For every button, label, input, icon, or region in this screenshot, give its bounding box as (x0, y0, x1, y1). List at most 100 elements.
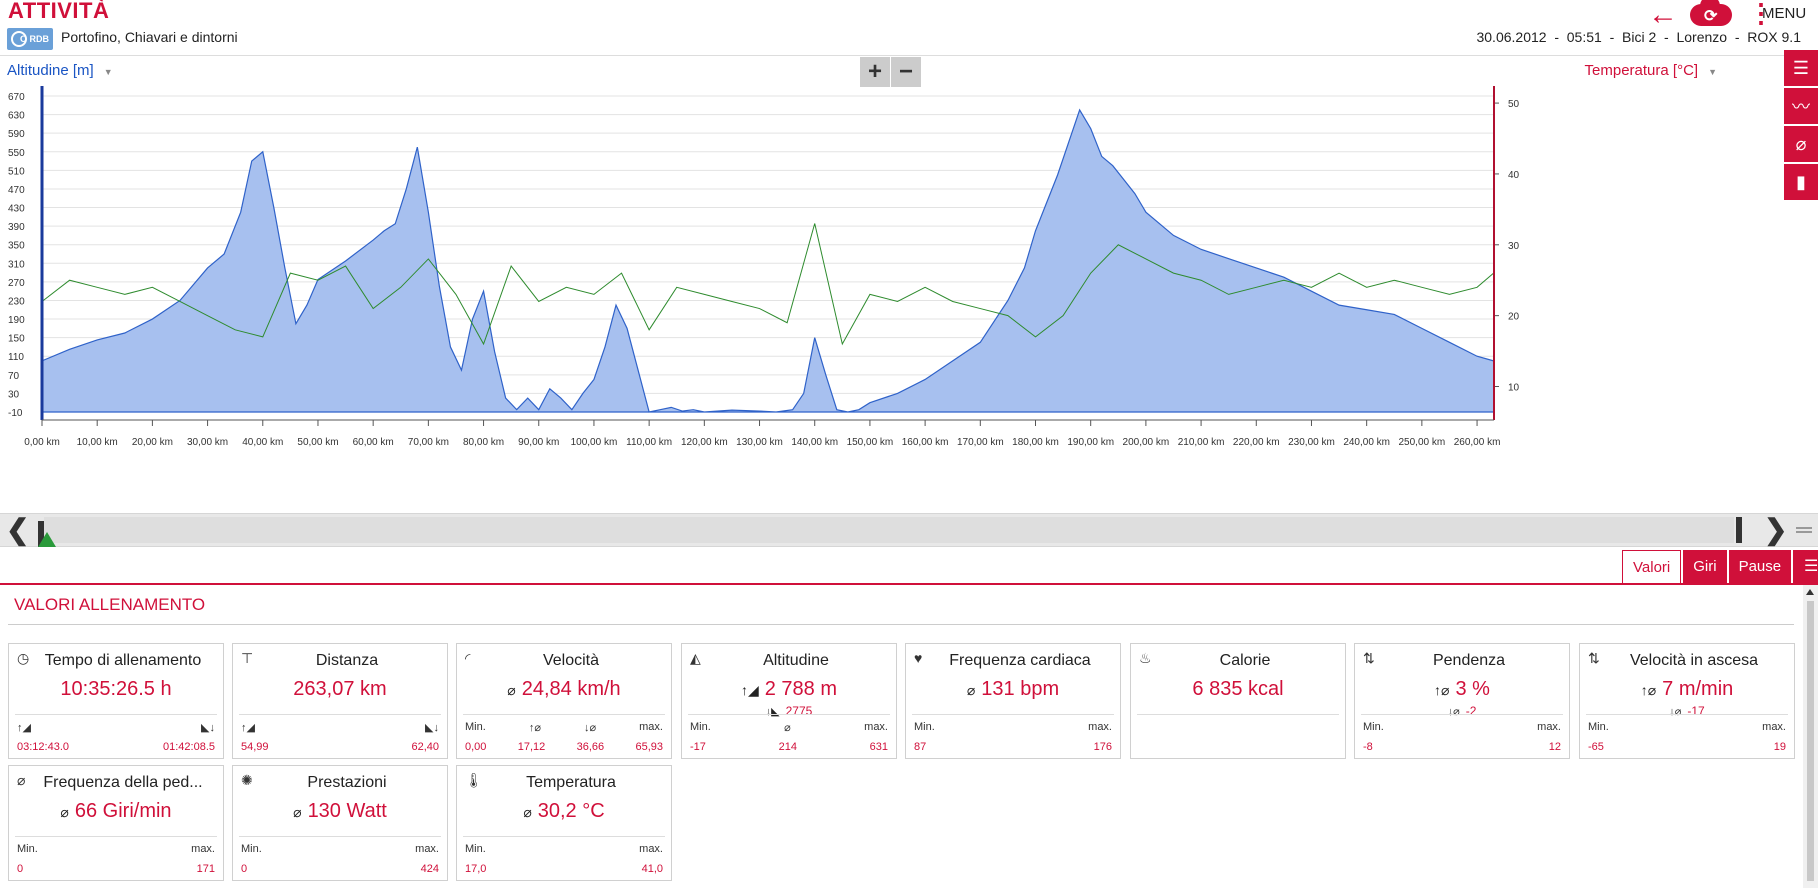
stat-label: max. (191, 843, 215, 855)
stat-label: max. (1537, 721, 1561, 733)
tabs-divider (0, 583, 1818, 585)
zoom-in-button[interactable]: + (860, 57, 890, 87)
stat-label: ↑◢ (241, 722, 255, 734)
stat-detail-value: 12 (1548, 741, 1561, 753)
chevron-down-icon: ▼ (103, 67, 113, 77)
chevron-down-icon: ▼ (1708, 67, 1717, 77)
stat-secondary: ↓⌀ -17 (1580, 704, 1794, 718)
stat-label: Min. (17, 843, 38, 855)
y-left-tick-label: 390 (8, 222, 25, 233)
line-chart-icon[interactable]: 〰 (1784, 88, 1818, 124)
page-title: ATTIVITÀ (8, 0, 110, 23)
stat-label: ⌀ (784, 722, 791, 734)
left-axis-label: Altitudine [m] (7, 62, 94, 79)
zoom-out-button[interactable]: − (891, 57, 921, 87)
bar-chart-icon[interactable]: ▮ (1784, 164, 1818, 200)
stat-symbol: ↑◢ (740, 682, 759, 698)
list-icon[interactable]: ☰ (1793, 550, 1818, 584)
section-title: VALORI ALLENAMENTO (14, 595, 206, 614)
stat-label: ↑⌀ (528, 722, 541, 734)
x-tick-label: 80,00 km (463, 437, 504, 448)
y-left-tick-label: 110 (8, 352, 24, 363)
x-tick-label: 130,00 km (736, 437, 783, 448)
brand-logo: O RDB (7, 28, 53, 50)
stat-card: ♥ Frequenza cardiaca ⌀ 131 bpm Min. max. 87 176 (905, 643, 1121, 759)
stat-value: ↑◢ 2 788 m (682, 678, 896, 701)
y-left-tick-label: 70 (8, 371, 20, 382)
stat-title: Velocità (542, 652, 600, 669)
stat-value-text: 66 Giri/min (74, 800, 172, 822)
y-left-tick-label: 630 (8, 111, 25, 122)
stat-card: ⇅ Velocità in ascesa ↑⌀ 7 m/min ↓⌀ -17 Min. max… (1579, 643, 1795, 759)
stat-detail-value: 176 (1093, 741, 1112, 753)
x-tick-label: 230,00 km (1288, 437, 1335, 448)
x-tick-label: 110,00 km (626, 437, 672, 448)
average-icon[interactable]: ⌀ (1784, 126, 1818, 162)
x-tick-label: 160,00 km (902, 437, 949, 448)
y-left-tick-label: -10 (8, 408, 23, 419)
menu-button[interactable]: MENU (1762, 5, 1807, 22)
stat-values: 0 424 (241, 863, 439, 875)
stat-card: ◷ Tempo di allenamento 10:35:26.5 h ↑◢ ◣↓ 03:… (8, 643, 224, 759)
x-tick-label: 210,00 km (1178, 437, 1225, 448)
x-tick-label: 220,00 km (1233, 437, 1280, 448)
y-right-tick-label: 10 (1508, 382, 1520, 393)
position-marker[interactable] (38, 532, 56, 547)
left-axis-selector[interactable]: Altitudine [m] ▼ (7, 62, 113, 79)
mountain-icon: ◭ (690, 650, 701, 666)
stat-secondary: ↓◣ 2775 (682, 704, 896, 718)
y-left-tick-label: 30 (8, 389, 20, 400)
y-right-tick-label: 30 (1508, 241, 1520, 252)
stat-detail-value: 171 (196, 863, 215, 875)
stat-label: Min. (914, 721, 935, 733)
stat-card: ⊤ Distanza 263,07 km ↑◢ ◣↓ 54,99 62,40 (232, 643, 448, 759)
slider-right-handle[interactable] (1736, 517, 1742, 543)
x-tick-label: 190,00 km (1067, 437, 1114, 448)
stat-value-text: 7 m/min (1662, 678, 1734, 700)
stat-label: max. (639, 721, 663, 733)
cloud-sync-icon[interactable]: ⟳ (1690, 0, 1732, 26)
chevron-left-icon[interactable]: ❮ (6, 514, 30, 545)
y-left-tick-label: 270 (8, 278, 25, 289)
range-slider[interactable]: ❮ ❯ (0, 513, 1818, 547)
stat-secondary-symbol: ↓⌀ (1669, 706, 1682, 718)
stat-labels: Min. max. (1363, 721, 1561, 733)
right-axis-selector[interactable]: Temperatura [°C] ▼ (1585, 62, 1717, 79)
chevron-right-icon[interactable]: ❯ (1764, 514, 1788, 545)
stat-value-text: 30,2 °C (537, 800, 605, 822)
stat-detail-value: 17,12 (517, 741, 546, 753)
stat-values: 54,99 62,40 (241, 741, 439, 753)
scrollbar[interactable] (1803, 585, 1818, 888)
stat-detail-value: 62,40 (411, 741, 439, 753)
stat-labels: Min. max. (241, 843, 439, 855)
x-tick-label: 140,00 km (791, 437, 838, 448)
list-icon[interactable]: ☰ (1784, 50, 1818, 86)
menu-dots-icon[interactable]: ⋮ (1748, 0, 1774, 28)
route-name: Portofino, Chiavari e dintorni (61, 29, 238, 45)
stat-divider (239, 714, 441, 715)
back-arrow-icon[interactable]: ← (1648, 0, 1678, 31)
tab-pause[interactable]: Pause (1728, 550, 1792, 584)
stat-value: ⌀ 66 Giri/min (9, 800, 223, 823)
stat-card: 🌡 Temperatura ⌀ 30,2 °C Min. max. 17,0 41,0 (456, 765, 672, 881)
stat-title: Pendenza (1432, 652, 1506, 669)
slider-track[interactable] (44, 517, 1734, 543)
stat-value-text: 3 % (1455, 678, 1490, 700)
stat-secondary: ↓⌀ -2 (1355, 704, 1569, 718)
stat-value: ↑⌀ 7 m/min (1580, 678, 1794, 701)
y-left-tick-label: 350 (8, 241, 25, 252)
grip-icon[interactable] (1796, 527, 1812, 533)
stat-values: -8 12 (1363, 741, 1561, 753)
stat-values: 17,0 41,0 (465, 863, 663, 875)
altitude-temperature-chart[interactable]: 670 630 590 550 510 470 430 390 350 310 270 230 190 1… (0, 86, 1782, 510)
stat-value: 6 835 kcal (1131, 678, 1345, 701)
stat-card: ◭ Altitudine ↑◢ 2 788 m ↓◣ 2775 Min. ⌀ max. -17 21… (681, 643, 897, 759)
tab-giri[interactable]: Giri (1683, 550, 1727, 584)
stat-detail-value: 17,0 (465, 863, 487, 875)
x-tick-label: 40,00 km (242, 437, 283, 448)
stat-detail-value: 41,0 (641, 863, 663, 875)
tab-valori[interactable]: Valori (1622, 550, 1682, 584)
stat-title: Altitudine (763, 652, 829, 669)
x-tick-label: 0,00 km (24, 437, 60, 448)
stat-values: 0,00 17,12 36,66 65,93 (465, 741, 663, 753)
